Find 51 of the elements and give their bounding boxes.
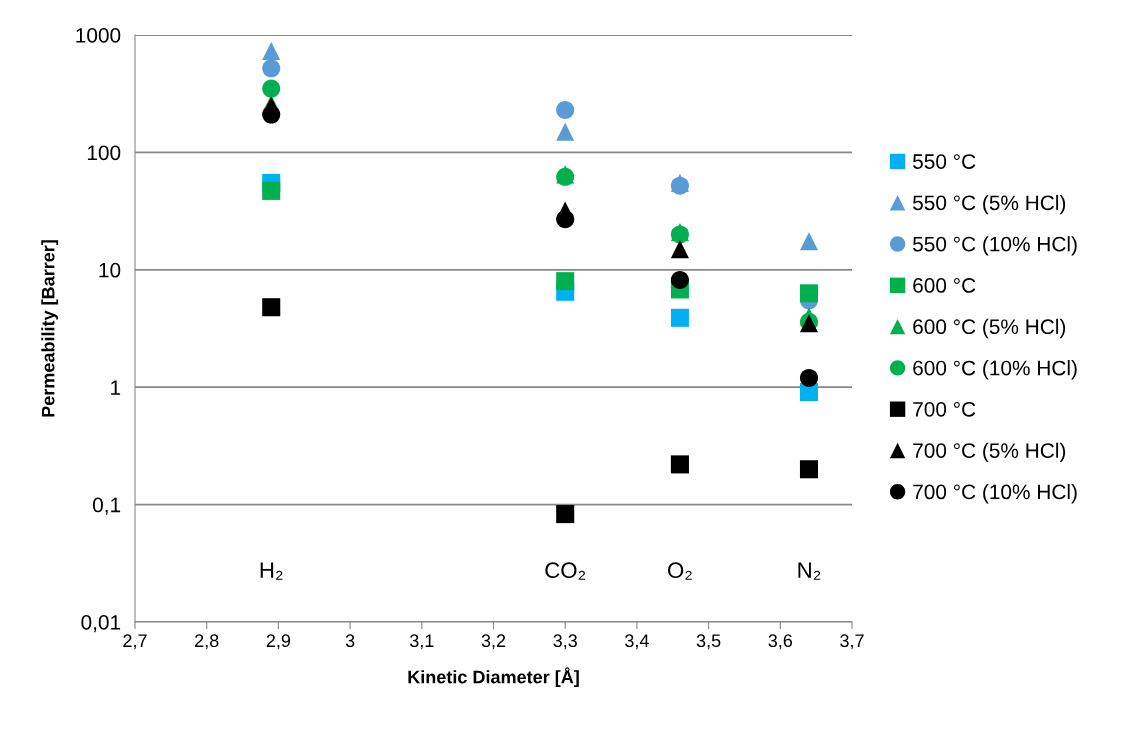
x-tick-label: 3,6 — [768, 634, 793, 650]
y-tick-label: 0,1 — [92, 497, 121, 515]
annotation: N₂ — [798, 562, 821, 580]
x-tick-label: 3,1 — [409, 634, 434, 650]
point — [556, 122, 575, 141]
point — [799, 460, 819, 479]
point — [262, 181, 281, 200]
legend-label: 700 °C — [913, 401, 976, 417]
annotation: O₂ — [668, 562, 692, 580]
legend-label: 700 °C (5% HCl) — [913, 442, 1066, 463]
legend-label: 700 °C (10% HCl) — [913, 483, 1077, 504]
annotation: H₂ — [260, 562, 283, 580]
legend-label: 550 °C — [913, 154, 976, 169]
x-tick-label: 3,4 — [625, 634, 649, 650]
x-tick-label: 3 — [345, 634, 355, 648]
y-axis-title: Permeability [Barrer] — [41, 240, 59, 417]
legend-label: 550 °C (10% HCl) — [913, 236, 1077, 256]
legend-label: 550 °C (5% HCl) — [913, 194, 1066, 215]
x-tick-label: 3,7 — [840, 634, 864, 650]
legend-label: 600 °C (10% HCl) — [913, 360, 1077, 380]
point — [262, 105, 281, 124]
point — [799, 284, 819, 303]
point — [670, 308, 689, 327]
legend-label: 600 °C — [913, 278, 976, 293]
x-tick-label: 3,5 — [696, 634, 721, 650]
annotation: CO₂ — [545, 562, 586, 580]
point — [670, 455, 689, 474]
point — [556, 505, 575, 524]
point — [262, 42, 281, 61]
x-tick-label: 3,2 — [481, 634, 506, 650]
y-tick-label: 100 — [87, 145, 121, 161]
point — [799, 232, 819, 251]
x-tick-label: 2,9 — [266, 634, 291, 650]
point — [556, 100, 575, 119]
legend-label: 600 °C (5% HCl) — [913, 318, 1066, 339]
point — [556, 272, 575, 291]
x-tick-label: 2,7 — [123, 634, 147, 650]
x-axis-title: Kinetic Diameter [Å] — [408, 667, 579, 687]
point — [670, 240, 689, 259]
point — [262, 298, 281, 317]
y-tick-label: 1000 — [76, 28, 121, 43]
point — [262, 79, 281, 98]
point — [262, 59, 281, 78]
point — [799, 368, 819, 387]
y-tick-label: 0,01 — [81, 615, 121, 633]
point — [556, 210, 575, 229]
point — [670, 270, 689, 289]
y-tick-label: 10 — [99, 262, 121, 278]
y-tick-label: 1 — [111, 380, 121, 395]
x-tick-label: 2,8 — [195, 634, 219, 650]
x-tick-label: 3,3 — [553, 634, 577, 650]
